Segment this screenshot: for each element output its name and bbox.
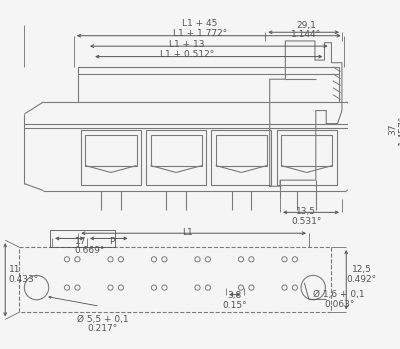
Text: 37: 37 [388,124,397,135]
Text: 0.15°: 0.15° [222,301,247,310]
Text: 0.492°: 0.492° [347,275,377,284]
Text: L1 + 13: L1 + 13 [169,40,205,49]
Text: 13,5: 13,5 [296,207,316,216]
Text: 1.457°: 1.457° [398,114,400,145]
Text: 29,1: 29,1 [296,21,316,30]
Bar [281,135,332,165]
Bar [212,130,272,185]
Bar [19,247,330,312]
Text: 3,8: 3,8 [228,291,242,300]
Text: L1 + 1.772°: L1 + 1.772° [173,29,227,38]
Text: 0.217°: 0.217° [88,325,118,333]
Bar [85,135,136,165]
Text: 1.144°: 1.144° [291,30,321,39]
Bar [50,230,115,247]
Text: 0.063°: 0.063° [324,300,354,309]
Text: 11: 11 [9,265,20,274]
Text: 0.531°: 0.531° [291,216,322,225]
Text: 0.669°: 0.669° [74,246,105,255]
Bar [150,135,202,165]
Text: L1 + 0.512°: L1 + 0.512° [160,50,214,59]
Text: 12,5: 12,5 [352,265,372,274]
Text: 17: 17 [75,237,87,246]
Text: L1: L1 [182,228,192,237]
Bar [146,130,206,185]
Bar [78,67,339,102]
Text: P: P [109,237,114,246]
Bar [81,130,141,185]
Text: Ø 5,5 + 0,1: Ø 5,5 + 0,1 [77,315,128,324]
Text: 0.433°: 0.433° [9,275,39,284]
Text: L1 + 45: L1 + 45 [182,19,218,28]
Text: Ø 1,6 + 0,1: Ø 1,6 + 0,1 [314,290,365,299]
Bar [277,130,337,185]
Bar [216,135,267,165]
